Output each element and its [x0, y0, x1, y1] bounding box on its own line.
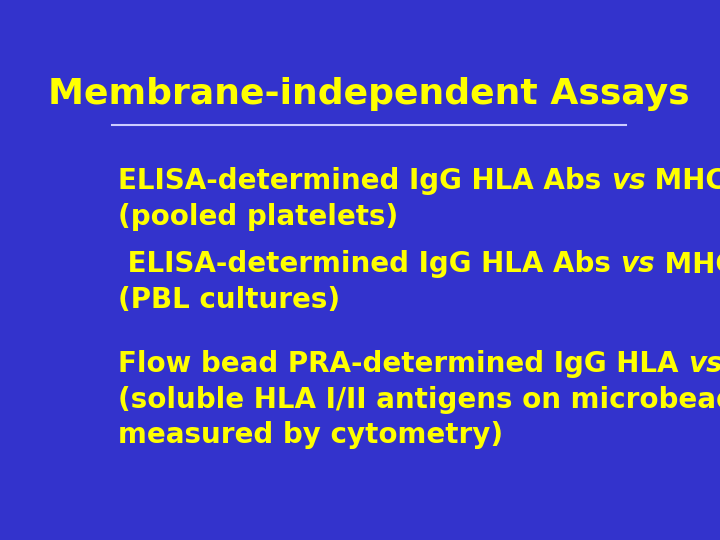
Text: ELISA-determined IgG HLA Abs: ELISA-determined IgG HLA Abs — [118, 251, 621, 279]
Text: ELISA-determined IgG HLA Abs: ELISA-determined IgG HLA Abs — [118, 167, 611, 195]
Text: vs: vs — [688, 350, 720, 378]
Text: (soluble HLA I/II antigens on microbeads: (soluble HLA I/II antigens on microbeads — [118, 386, 720, 414]
Text: Flow bead PRA-determined IgG HLA: Flow bead PRA-determined IgG HLA — [118, 350, 688, 378]
Text: (PBL cultures): (PBL cultures) — [118, 286, 340, 314]
Text: (pooled platelets): (pooled platelets) — [118, 202, 398, 231]
Text: MHC-I: MHC-I — [645, 167, 720, 195]
Text: MHC-I/II: MHC-I/II — [655, 251, 720, 279]
Text: measured by cytometry): measured by cytometry) — [118, 421, 503, 449]
Text: vs: vs — [611, 167, 645, 195]
Text: vs: vs — [621, 251, 655, 279]
Text: Membrane-independent Assays: Membrane-independent Assays — [48, 77, 690, 111]
